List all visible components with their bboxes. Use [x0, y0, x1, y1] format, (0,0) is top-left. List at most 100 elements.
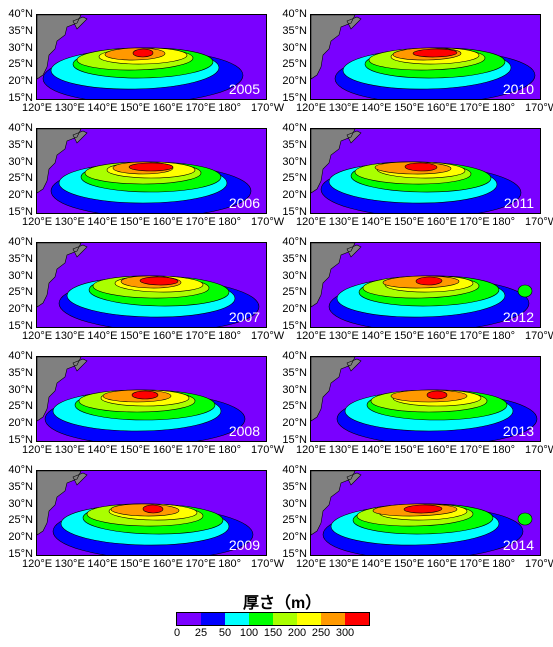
legend-swatch-200: [297, 613, 321, 625]
longitude-label: 170°W: [251, 216, 285, 228]
map-panel-2014: 2014: [310, 470, 541, 556]
longitude-label: 140°E: [87, 558, 118, 570]
longitude-label: 170°W: [251, 102, 285, 114]
longitude-label: 180°: [218, 102, 242, 114]
longitude-label: 120°E: [296, 558, 327, 570]
longitude-label: 120°E: [22, 444, 53, 456]
longitude-label: 150°E: [394, 102, 425, 114]
longitude-label: 140°E: [361, 216, 392, 228]
map-panel-2008: 2008: [36, 356, 267, 442]
longitude-label: 130°E: [328, 330, 359, 342]
latitude-label: 30°N: [8, 269, 33, 282]
longitude-label: 160°E: [152, 330, 183, 342]
longitude-label: 160°E: [426, 558, 457, 570]
land-mass: [311, 471, 362, 536]
longitude-label: 180°: [492, 330, 516, 342]
longitude-label: 170°W: [525, 216, 553, 228]
longitude-label: 150°E: [394, 558, 425, 570]
longitude-label: 150°E: [394, 216, 425, 228]
longitude-label: 180°: [492, 102, 516, 114]
longitude-label: 120°E: [296, 330, 327, 342]
longitude-label: 180°: [492, 558, 516, 570]
longitude-label: 160°E: [426, 102, 457, 114]
latitude-label: 25°N: [8, 172, 33, 185]
longitude-label: 170°E: [459, 330, 490, 342]
map-panel-2010: 2010: [310, 14, 541, 100]
latitude-label: 40°N: [8, 8, 33, 20]
longitude-label: 170°E: [459, 216, 490, 228]
longitude-label: 130°E: [54, 558, 85, 570]
land-mass: [311, 129, 362, 194]
latitude-label: 40°N: [8, 350, 33, 362]
panel-year-label: 2009: [228, 537, 260, 553]
thickness-map-2010: [311, 15, 536, 99]
panel-year-label: 2012: [502, 309, 534, 325]
latitude-label: 15°N: [8, 548, 33, 560]
longitude-label: 130°E: [54, 216, 85, 228]
latitude-label: 20°N: [8, 189, 33, 202]
land-mass: [37, 357, 88, 422]
thickness-map-2005: [37, 15, 244, 99]
longitude-label: 170°E: [185, 330, 216, 342]
latitude-label: 15°N: [8, 92, 33, 104]
latitude-label: 15°N: [8, 434, 33, 446]
longitude-label: 140°E: [87, 330, 118, 342]
longitude-label: 150°E: [120, 330, 151, 342]
map-panel-2009: 2009: [36, 470, 267, 556]
longitude-label: 180°: [492, 444, 516, 456]
longitude-label: 140°E: [361, 444, 392, 456]
latitude-label: 15°N: [282, 434, 307, 446]
thickness-contour-300: [142, 504, 164, 514]
legend-tick-label: 100: [239, 627, 259, 639]
panel-year-label: 2013: [502, 423, 534, 439]
thickness-map-2007: [37, 243, 260, 327]
latitude-label: 35°N: [282, 366, 307, 379]
longitude-label: 140°E: [87, 102, 118, 114]
longitude-label: 170°E: [185, 558, 216, 570]
latitude-label: 35°N: [8, 252, 33, 265]
latitude-label: 20°N: [8, 417, 33, 430]
panel-year-label: 2006: [228, 195, 260, 211]
latitude-label: 25°N: [8, 286, 33, 299]
latitude-label: 20°N: [282, 303, 307, 316]
longitude-label: 160°E: [152, 558, 183, 570]
land-mass: [37, 471, 88, 536]
longitude-label: 140°E: [361, 102, 392, 114]
longitude-label: 130°E: [328, 558, 359, 570]
latitude-label: 15°N: [282, 548, 307, 560]
longitude-label: 140°E: [361, 330, 392, 342]
land-mass: [311, 357, 362, 422]
latitude-label: 35°N: [8, 366, 33, 379]
latitude-label: 25°N: [282, 514, 307, 527]
latitude-label: 20°N: [282, 417, 307, 430]
latitude-label: 20°N: [8, 75, 33, 88]
thickness-map-2013: [311, 357, 538, 441]
longitude-label: 160°E: [426, 444, 457, 456]
legend-swatch-300: [345, 613, 369, 625]
longitude-label: 160°E: [152, 216, 183, 228]
latitude-label: 30°N: [282, 155, 307, 168]
latitude-label: 30°N: [8, 383, 33, 396]
latitude-label: 25°N: [282, 400, 307, 413]
legend-tick-label: 300: [335, 627, 355, 639]
latitude-label: 25°N: [8, 400, 33, 413]
panel-year-label: 2005: [228, 81, 260, 97]
legend-swatch-150: [273, 613, 297, 625]
thickness-map-2014: [311, 471, 533, 555]
longitude-label: 130°E: [54, 330, 85, 342]
longitude-label: 150°E: [394, 444, 425, 456]
thickness-map-2012: [311, 243, 533, 327]
panel-year-label: 2011: [503, 195, 534, 211]
latitude-label: 35°N: [8, 138, 33, 151]
longitude-label: 170°E: [185, 444, 216, 456]
latitude-label: 35°N: [282, 24, 307, 37]
longitude-label: 130°E: [54, 102, 85, 114]
latitude-label: 40°N: [8, 236, 33, 248]
latitude-label: 40°N: [282, 464, 307, 476]
thickness-contour-300: [403, 504, 443, 514]
map-panel-2006: 2006: [36, 128, 267, 214]
longitude-label: 170°W: [251, 558, 285, 570]
panel-year-label: 2010: [502, 81, 534, 97]
latitude-label: 35°N: [8, 24, 33, 37]
land-mass: [37, 15, 88, 80]
